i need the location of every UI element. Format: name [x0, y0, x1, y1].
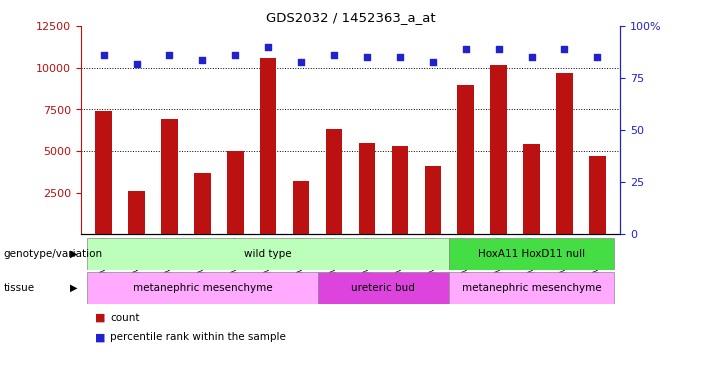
- Text: metanephric mesenchyme: metanephric mesenchyme: [132, 283, 272, 293]
- Bar: [87, 272, 318, 304]
- Point: [526, 54, 537, 60]
- Text: ■: ■: [95, 313, 105, 323]
- Text: ■: ■: [95, 333, 105, 342]
- Text: percentile rank within the sample: percentile rank within the sample: [110, 333, 286, 342]
- Bar: [359, 143, 375, 234]
- Text: tissue: tissue: [4, 283, 34, 293]
- Bar: [128, 191, 145, 234]
- Bar: [491, 64, 507, 234]
- Point: [296, 58, 307, 64]
- Text: genotype/variation: genotype/variation: [4, 249, 102, 259]
- Bar: [227, 151, 243, 234]
- Point: [592, 54, 603, 60]
- Point: [460, 46, 471, 52]
- Point: [394, 54, 405, 60]
- Point: [329, 53, 340, 58]
- Text: count: count: [110, 313, 139, 323]
- Point: [230, 53, 241, 58]
- Bar: [87, 238, 449, 270]
- Bar: [523, 144, 540, 234]
- Bar: [95, 111, 112, 234]
- Text: ureteric bud: ureteric bud: [351, 283, 416, 293]
- Text: ▶: ▶: [69, 249, 77, 259]
- Point: [559, 46, 570, 52]
- Point: [263, 44, 274, 50]
- Point: [131, 61, 142, 67]
- Bar: [556, 73, 573, 234]
- Point: [164, 53, 175, 58]
- Bar: [318, 272, 449, 304]
- Text: ▶: ▶: [69, 283, 77, 293]
- Bar: [260, 58, 276, 234]
- Bar: [458, 84, 474, 234]
- Bar: [449, 272, 614, 304]
- Bar: [326, 129, 342, 234]
- Text: wild type: wild type: [245, 249, 292, 259]
- Bar: [589, 156, 606, 234]
- Bar: [293, 181, 309, 234]
- Text: metanephric mesenchyme: metanephric mesenchyme: [462, 283, 601, 293]
- Title: GDS2032 / 1452363_a_at: GDS2032 / 1452363_a_at: [266, 11, 435, 24]
- Bar: [194, 173, 210, 234]
- Point: [493, 46, 504, 52]
- Bar: [161, 120, 178, 234]
- Bar: [449, 238, 614, 270]
- Bar: [425, 166, 441, 234]
- Bar: [392, 146, 408, 234]
- Point: [98, 53, 109, 58]
- Point: [197, 57, 208, 63]
- Text: HoxA11 HoxD11 null: HoxA11 HoxD11 null: [478, 249, 585, 259]
- Point: [361, 54, 372, 60]
- Point: [427, 58, 438, 64]
